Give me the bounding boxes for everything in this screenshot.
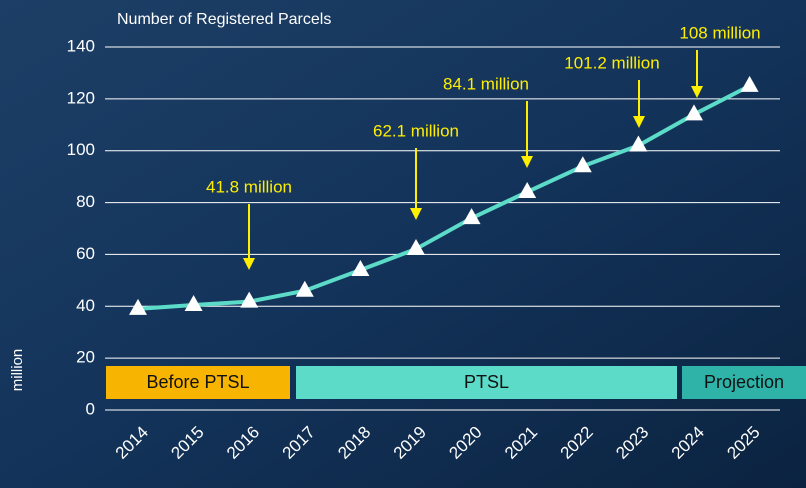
annotation: 62.1 million bbox=[373, 121, 459, 140]
chart-title: Number of Registered Parcels bbox=[117, 11, 331, 28]
y-tick-label: 0 bbox=[86, 399, 95, 418]
background bbox=[0, 0, 806, 488]
y-tick-label: 20 bbox=[76, 348, 95, 367]
annotation: 101.2 million bbox=[564, 53, 659, 72]
period-label: PTSL bbox=[464, 372, 509, 392]
period-label: Before PTSL bbox=[146, 372, 249, 392]
annotation: 108 million bbox=[679, 23, 760, 42]
annotation: 41.8 million bbox=[206, 177, 292, 196]
y-axis-label: million bbox=[9, 349, 26, 392]
y-tick-label: 80 bbox=[76, 192, 95, 211]
y-tick-label: 120 bbox=[67, 88, 95, 107]
y-tick-label: 60 bbox=[76, 244, 95, 263]
y-tick-label: 100 bbox=[67, 140, 95, 159]
annotation: 84.1 million bbox=[443, 74, 529, 93]
period-label: Projection bbox=[704, 372, 784, 392]
y-tick-label: 140 bbox=[67, 36, 95, 55]
y-tick-label: 40 bbox=[76, 296, 95, 315]
chart: Number of Registered Parcels million 0 20… bbox=[0, 0, 806, 488]
